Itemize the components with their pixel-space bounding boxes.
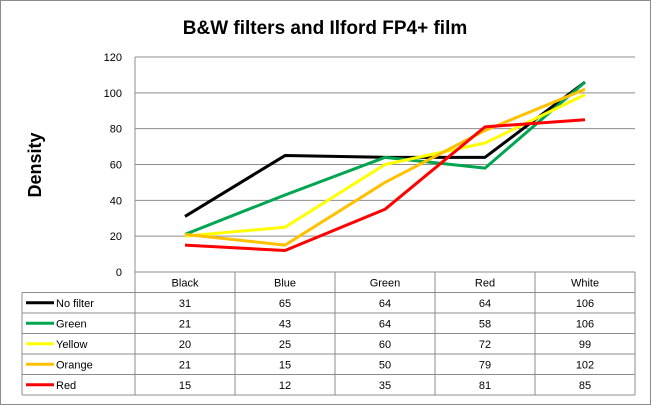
legend-label: Green xyxy=(56,318,87,330)
y-tick-label: 40 xyxy=(110,195,122,207)
data-table-cell: 50 xyxy=(379,359,391,371)
data-table-cell: 58 xyxy=(479,318,491,330)
x-tick-label: Blue xyxy=(274,277,296,289)
data-table-cell: 99 xyxy=(579,339,591,351)
x-tick-label: White xyxy=(571,277,599,289)
data-table-cell: 81 xyxy=(479,380,491,392)
legend-label: Red xyxy=(56,380,76,392)
data-table-cell: 79 xyxy=(479,359,491,371)
data-table-cell: 43 xyxy=(279,318,291,330)
y-tick-label: 20 xyxy=(110,231,122,243)
data-table-cell: 15 xyxy=(179,380,191,392)
legend-label: Orange xyxy=(56,359,93,371)
data-table-cell: 85 xyxy=(579,380,591,392)
y-tick-label: 60 xyxy=(110,160,122,172)
x-tick-label: Green xyxy=(370,277,401,289)
data-table-cell: 35 xyxy=(379,380,391,392)
legend-label: Yellow xyxy=(56,339,87,351)
y-tick-label: 0 xyxy=(116,267,122,279)
series-line xyxy=(184,118,586,252)
y-tick-label: 120 xyxy=(104,52,122,64)
data-table-cell: 65 xyxy=(279,298,291,310)
series-line xyxy=(184,80,586,236)
y-axis-label: Density xyxy=(25,132,45,197)
data-table-cell: 31 xyxy=(179,298,191,310)
legend-label: No filter xyxy=(56,298,94,310)
data-table-cell: 15 xyxy=(279,359,291,371)
data-table-cell: 12 xyxy=(279,380,291,392)
data-table-cell: 64 xyxy=(379,318,391,330)
series-line xyxy=(184,80,586,218)
x-tick-label: Black xyxy=(172,277,199,289)
plot-area: 0 20 40 60 80 100 120 Black Blue Green Red White No … xyxy=(21,52,636,396)
x-tick-label: Red xyxy=(475,277,495,289)
y-tick-label: 100 xyxy=(104,88,122,100)
data-table-cell: 106 xyxy=(576,298,594,310)
data-table-cell: 21 xyxy=(179,359,191,371)
series-line xyxy=(184,93,586,238)
data-table-cell: 64 xyxy=(479,298,491,310)
data-table-cell: 60 xyxy=(379,339,391,351)
chart-title: B&W filters and Ilford FP4+ film xyxy=(183,18,468,39)
data-table-cell: 102 xyxy=(576,359,594,371)
data-table-cell: 25 xyxy=(279,339,291,351)
y-tick-label: 80 xyxy=(110,124,122,136)
data-table-cell: 106 xyxy=(576,318,594,330)
data-table-cell: 21 xyxy=(179,318,191,330)
series-line xyxy=(184,87,586,247)
data-table-cell: 20 xyxy=(179,339,191,351)
data-table-cell: 64 xyxy=(379,298,391,310)
data-table-cell: 72 xyxy=(479,339,491,351)
